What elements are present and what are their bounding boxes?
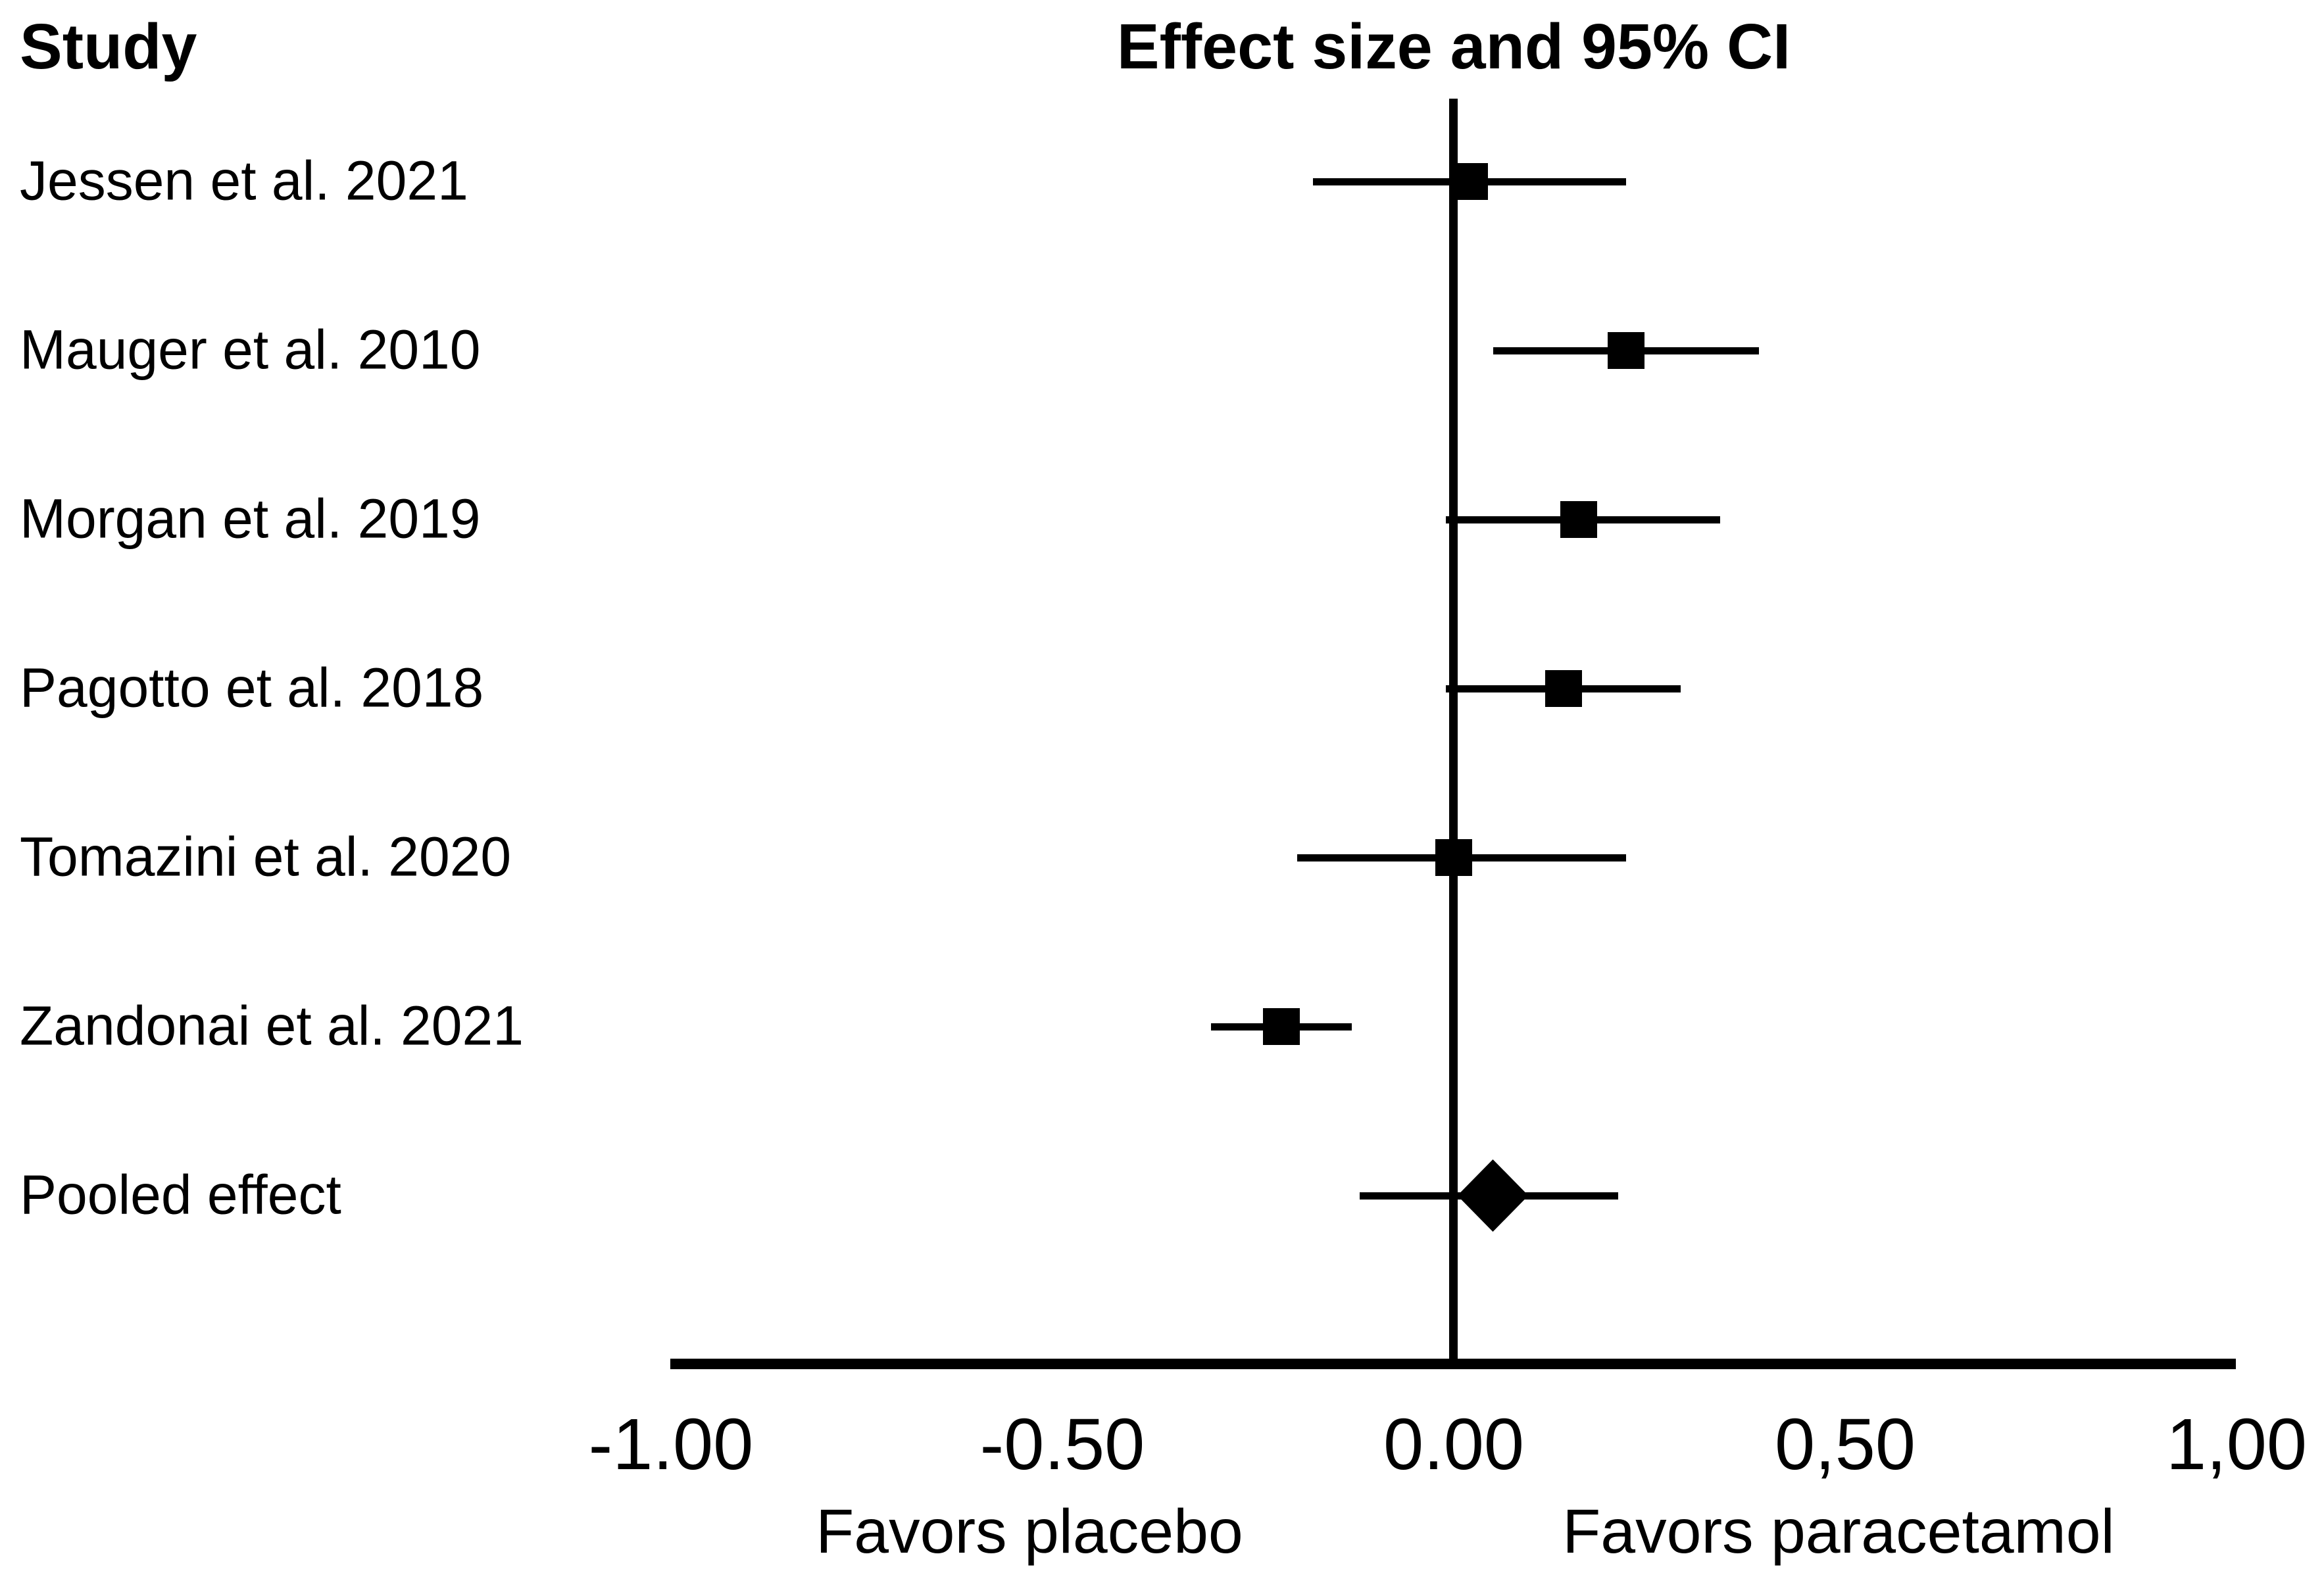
- effect-size-square-marker: [1560, 501, 1598, 538]
- effect-size-square-marker: [1607, 332, 1644, 369]
- study-label: Jessen et al. 2021: [20, 149, 468, 212]
- x-axis-tick-label: 1,00: [2165, 1404, 2308, 1485]
- effect-size-square-marker: [1263, 1008, 1300, 1045]
- study-label: Morgan et al. 2019: [20, 487, 481, 550]
- x-axis-tick-label: 0.00: [1383, 1404, 1525, 1485]
- favors-placebo-caption: Favors placebo: [816, 1497, 1243, 1566]
- effect-size-header: Effect size and 95% CI: [1116, 11, 1791, 82]
- study-label: Zandonai et al. 2021: [20, 994, 524, 1057]
- study-label: Tomazini et al. 2020: [20, 825, 512, 888]
- favors-paracetamol-caption: Favors paracetamol: [1562, 1497, 2115, 1566]
- x-axis-tick-label: -0.50: [979, 1404, 1145, 1485]
- pooled-effect-diamond-marker: [1457, 1159, 1529, 1232]
- study-label: Mauger et al. 2010: [20, 318, 481, 381]
- zero-reference-line: [1449, 99, 1458, 1365]
- effect-size-square-marker: [1435, 839, 1472, 876]
- study-column-header: Study: [20, 11, 197, 82]
- effect-size-square-marker: [1450, 163, 1488, 200]
- x-axis-tick-label: -1.00: [588, 1404, 754, 1485]
- x-axis-line: [670, 1359, 2236, 1369]
- study-label: Pooled effect: [20, 1163, 341, 1226]
- x-axis-tick-label: 0,50: [1774, 1404, 1916, 1485]
- effect-size-square-marker: [1545, 670, 1582, 707]
- study-label: Pagotto et al. 2018: [20, 656, 484, 719]
